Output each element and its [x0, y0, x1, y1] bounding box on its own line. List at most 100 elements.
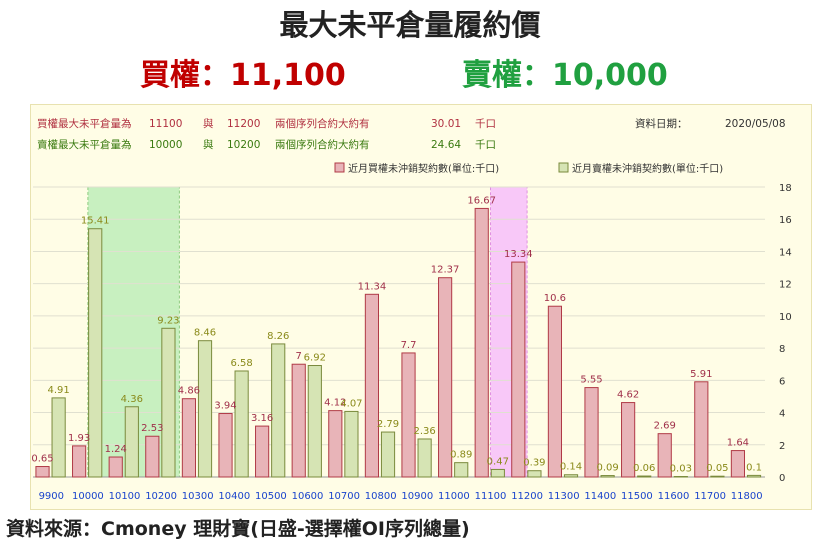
x-tick-label: 10300 [182, 491, 214, 502]
x-tick-label: 10800 [365, 491, 397, 502]
call-bar [181, 398, 197, 478]
put-value-label: 6.58 [230, 358, 252, 369]
put-value-label: 9.23 [157, 315, 179, 326]
put-bar [161, 327, 176, 478]
call-bar [474, 207, 489, 478]
call-bar [72, 445, 87, 478]
legend-call-swatch [334, 162, 345, 173]
put-value-label: 15.41 [81, 216, 110, 227]
put-bar [563, 474, 579, 478]
info-call-strike2: 11200 [227, 118, 260, 130]
call-value-label: 4.12 [324, 398, 346, 409]
info-call-strike1: 11100 [149, 118, 182, 130]
x-tick-label: 11800 [731, 491, 763, 502]
x-tick-label: 9900 [39, 491, 64, 502]
info-put-label: 賣權最大未平倉量為 [37, 138, 132, 151]
put-value-label: 2.79 [377, 419, 399, 430]
put-bar [197, 340, 213, 478]
y-tick-label: 18 [779, 183, 792, 194]
put-bar [307, 365, 322, 478]
x-tick-label: 11400 [584, 491, 616, 502]
put-value-label: 4.36 [121, 394, 143, 405]
call-bar [730, 450, 746, 478]
x-tick-label: 10200 [145, 491, 177, 502]
date-value: 2020/05/08 [725, 118, 786, 130]
source-note: 資料來源：Cmoney 理財寶(日盛-選擇權OI序列總量) [6, 518, 470, 540]
bars [35, 207, 762, 478]
info-call-label: 買權最大未平倉量為 [37, 117, 132, 130]
x-tick-label: 10000 [72, 491, 104, 502]
put-value-label: 0.89 [450, 450, 472, 461]
put-bar [417, 438, 432, 478]
data-labels: 0.65 4.91 1.93 15.41 1.24 4.36 2.53 9.23 4.86 8.4… [31, 195, 762, 474]
call-value-label: 0.65 [31, 454, 53, 465]
call-value-label: 13.34 [504, 249, 533, 260]
x-tick-label: 11700 [694, 491, 726, 502]
x-tick-label: 10600 [292, 491, 324, 502]
call-value-label: 10.6 [544, 293, 566, 304]
oi-bar-chart: 買權最大未平倉量為 11100 與 11200 兩個序列合約大約有 30.01 … [31, 117, 792, 502]
put-value-label: 0.39 [523, 458, 545, 469]
call-value-label: 4.86 [178, 386, 200, 397]
x-tick-label: 11000 [438, 491, 470, 502]
call-value-label: 1.64 [727, 438, 749, 449]
put-bar [124, 406, 139, 478]
x-tick-label: 10400 [218, 491, 250, 502]
info-call-conj: 與 [203, 117, 214, 130]
call-value-label: 11.34 [358, 281, 387, 292]
x-tick-label: 11200 [511, 491, 543, 502]
y-tick-label: 10 [779, 312, 792, 323]
call-max-strike: 買權：11,100 [140, 58, 346, 93]
info-call-value: 30.01 [431, 118, 461, 130]
call-value-label: 7.7 [401, 340, 417, 351]
chart-title: 最大未平倉量履約價 [279, 8, 541, 42]
put-value-label: 0.1 [746, 462, 762, 473]
call-value-label: 7 [296, 351, 302, 362]
put-bar [88, 228, 103, 478]
call-value-label: 2.53 [141, 423, 163, 434]
put-value-label: 2.36 [413, 426, 435, 437]
put-value-label: 0.06 [633, 463, 655, 474]
put-value-label: 0.09 [596, 463, 618, 474]
y-tick-label: 12 [779, 280, 792, 291]
call-bar [438, 277, 453, 478]
put-value-label: 8.26 [267, 331, 289, 342]
legend-call-label: 近月買權未沖銷契約數(單位:千口) [348, 162, 499, 175]
x-tick-label: 10500 [255, 491, 287, 502]
call-value-label: 5.55 [580, 375, 602, 386]
call-value-label: 5.91 [690, 369, 712, 380]
call-bar [401, 352, 416, 478]
call-value-label: 4.62 [617, 390, 639, 401]
put-bar [490, 468, 505, 478]
put-bar [234, 370, 249, 478]
date-label: 資料日期： [635, 117, 688, 130]
put-bar [600, 475, 615, 478]
call-value-label: 16.67 [467, 195, 496, 206]
x-tick-label: 11500 [621, 491, 653, 502]
call-bar [328, 410, 343, 478]
call-bar [35, 466, 50, 478]
x-tick-label: 10900 [401, 491, 433, 502]
info-call-unit: 千口 [475, 118, 496, 130]
y-tick-label: 14 [779, 247, 792, 258]
info-call-desc: 兩個序列合約大約有 [275, 117, 370, 130]
legend-put-swatch [558, 162, 569, 173]
info-call-row: 買權最大未平倉量為 11100 與 11200 兩個序列合約大約有 30.01 … [37, 117, 496, 130]
info-put-strike2: 10200 [227, 139, 260, 151]
put-bar [710, 475, 725, 478]
y-tick-label: 16 [779, 215, 792, 226]
put-value-label: 0.14 [560, 462, 582, 473]
call-bar [291, 363, 306, 478]
put-bar [344, 410, 359, 478]
put-value-label: 4.91 [47, 385, 69, 396]
call-bar [255, 425, 270, 478]
put-bar [271, 343, 286, 478]
put-bar [380, 431, 396, 478]
call-value-label: 1.93 [68, 433, 90, 444]
call-bar [657, 433, 672, 478]
put-value-label: 6.92 [304, 353, 326, 364]
call-bar [511, 261, 526, 478]
call-value-label: 3.94 [214, 401, 236, 412]
x-tick-label: 11300 [548, 491, 580, 502]
y-tick-label: 0 [779, 473, 785, 484]
